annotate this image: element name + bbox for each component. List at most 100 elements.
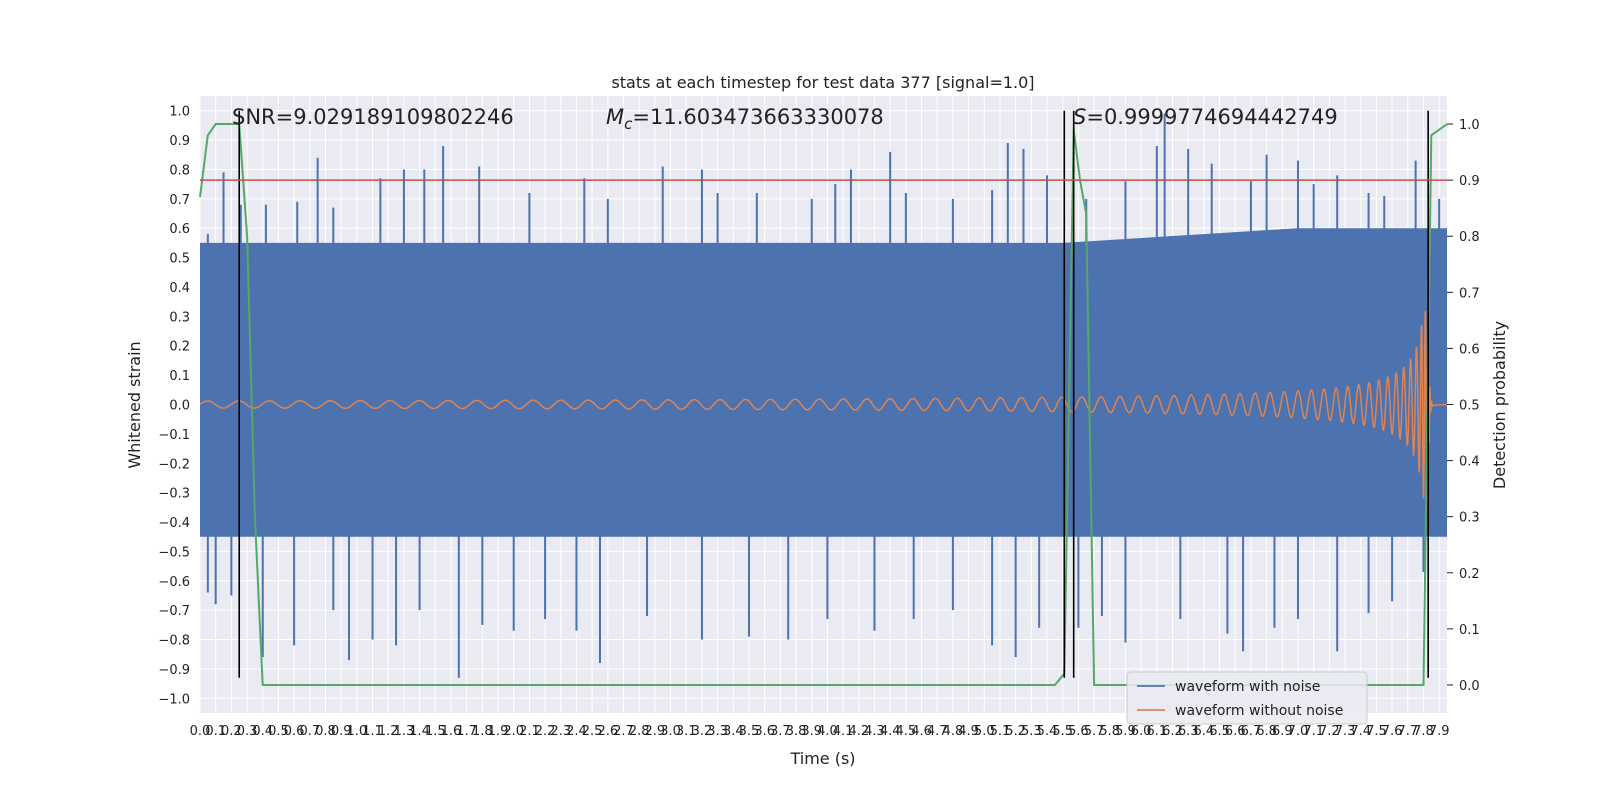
x-tick-label: 7.3: [1335, 724, 1356, 739]
x-tick-label: 4.0: [817, 724, 838, 739]
x-tick-label: 5.6: [1068, 724, 1089, 739]
x-tick-label: 4.7: [927, 724, 948, 739]
series-waveform-without-noise: [199, 311, 1448, 499]
x-tick-label: 6.3: [1178, 724, 1199, 739]
x-tick-label: 1.6: [441, 724, 462, 739]
x-tick-label: 7.9: [1429, 724, 1450, 739]
x-tick-label: 6.2: [1162, 724, 1183, 739]
x-tick-label: 0.0: [190, 724, 211, 739]
right-y-tick-label: 0.5: [1459, 399, 1480, 414]
x-tick-label: 6.1: [1146, 724, 1167, 739]
left-y-tick-label: 0.4: [169, 281, 190, 296]
chirp-mass-symbol: M: [606, 105, 624, 129]
x-axis-ticks: 0.00.10.20.30.40.50.60.70.80.91.01.11.21…: [190, 724, 1450, 739]
x-tick-label: 0.3: [237, 724, 258, 739]
x-tick-label: 3.9: [801, 724, 822, 739]
x-tick-label: 2.8: [629, 724, 650, 739]
x-tick-label: 2.2: [535, 724, 556, 739]
x-tick-label: 7.1: [1303, 724, 1324, 739]
legend-label-clean: waveform without noise: [1175, 703, 1343, 719]
x-tick-label: 0.5: [268, 724, 289, 739]
x-tick-label: 0.7: [299, 724, 320, 739]
left-y-axis-title: Whitened strain: [125, 341, 144, 468]
x-tick-label: 0.4: [252, 724, 273, 739]
x-tick-label: 4.2: [848, 724, 869, 739]
left-y-tick-label: 0.9: [169, 134, 190, 149]
x-tick-label: 4.1: [833, 724, 854, 739]
x-tick-label: 3.7: [770, 724, 791, 739]
x-tick-label: 4.9: [958, 724, 979, 739]
chart-title: stats at each timestep for test data 377…: [611, 73, 1034, 92]
x-tick-label: 1.7: [456, 724, 477, 739]
x-tick-label: 0.6: [284, 724, 305, 739]
x-tick-label: 4.6: [911, 724, 932, 739]
right-y-tick-label: 0.4: [1459, 455, 1480, 470]
right-y-tick-label: 0.1: [1459, 623, 1480, 638]
x-tick-label: 3.4: [723, 724, 744, 739]
x-tick-label: 6.4: [1194, 724, 1215, 739]
x-tick-label: 7.4: [1350, 724, 1371, 739]
x-tick-label: 4.3: [864, 724, 885, 739]
x-tick-label: 6.9: [1272, 724, 1293, 739]
x-tick-label: 6.7: [1241, 724, 1262, 739]
x-axis-title: Time (s): [789, 749, 855, 768]
left-y-tick-label: −0.5: [158, 545, 190, 560]
x-tick-label: 1.2: [378, 724, 399, 739]
x-tick-label: 2.3: [550, 724, 571, 739]
left-y-tick-label: 0.2: [169, 340, 190, 355]
x-tick-label: 6.5: [1209, 724, 1230, 739]
x-tick-label: 7.0: [1288, 724, 1309, 739]
right-y-tick-label: 0.2: [1459, 567, 1480, 582]
left-y-tick-label: 0.3: [169, 310, 190, 325]
legend: waveform with noise waveform without noi…: [1126, 671, 1368, 725]
x-tick-label: 2.6: [597, 724, 618, 739]
left-y-tick-label: 0.0: [169, 399, 190, 414]
x-tick-label: 3.0: [660, 724, 681, 739]
x-tick-label: 2.1: [519, 724, 540, 739]
x-tick-label: 3.1: [676, 724, 697, 739]
x-tick-label: 5.1: [990, 724, 1011, 739]
x-tick-label: 3.5: [739, 724, 760, 739]
x-tick-label: 1.4: [409, 724, 430, 739]
x-tick-label: 3.8: [786, 724, 807, 739]
x-tick-label: 2.0: [503, 724, 524, 739]
x-tick-label: 7.8: [1413, 724, 1434, 739]
x-tick-label: 1.9: [488, 724, 509, 739]
x-tick-label: 1.3: [394, 724, 415, 739]
left-y-tick-label: 1.0: [169, 105, 190, 120]
left-y-tick-label: −0.4: [158, 516, 190, 531]
x-tick-label: 5.9: [1115, 724, 1136, 739]
x-tick-label: 1.0: [347, 724, 368, 739]
right-y-tick-label: 1.0: [1459, 118, 1480, 133]
vertical-lines: [238, 110, 1429, 678]
x-tick-label: 0.2: [221, 724, 242, 739]
noise-band: [200, 228, 1447, 537]
x-tick-label: 4.8: [943, 724, 964, 739]
x-tick-label: 7.7: [1397, 724, 1418, 739]
snr-annotation: SNR=9.029189109802246: [232, 105, 514, 129]
x-tick-label: 3.2: [692, 724, 713, 739]
x-tick-label: 5.5: [1052, 724, 1073, 739]
x-tick-label: 2.4: [566, 724, 587, 739]
right-y-tick-label: 0.7: [1459, 286, 1480, 301]
left-y-tick-label: −0.7: [158, 604, 190, 619]
score-symbol: S: [1073, 105, 1086, 129]
series-waveform-with-noise: [200, 113, 1447, 678]
right-y-tick-label: 0.8: [1459, 230, 1480, 245]
x-tick-label: 5.8: [1099, 724, 1120, 739]
left-y-tick-label: −0.9: [158, 663, 190, 678]
clean-waveform-line: [199, 311, 1448, 499]
x-tick-label: 2.9: [645, 724, 666, 739]
left-y-tick-label: −0.6: [158, 575, 190, 590]
x-tick-label: 4.4: [880, 724, 901, 739]
x-tick-label: 0.1: [205, 724, 226, 739]
left-y-tick-label: 0.8: [169, 163, 190, 178]
right-y-tick-label: 0.9: [1459, 174, 1480, 189]
legend-box: [1126, 671, 1368, 725]
left-y-tick-label: 0.7: [169, 193, 190, 208]
x-tick-label: 2.7: [613, 724, 634, 739]
x-tick-label: 6.8: [1256, 724, 1277, 739]
left-y-tick-label: 0.6: [169, 222, 190, 237]
x-tick-label: 6.0: [1131, 724, 1152, 739]
left-y-tick-label: −0.8: [158, 634, 190, 649]
